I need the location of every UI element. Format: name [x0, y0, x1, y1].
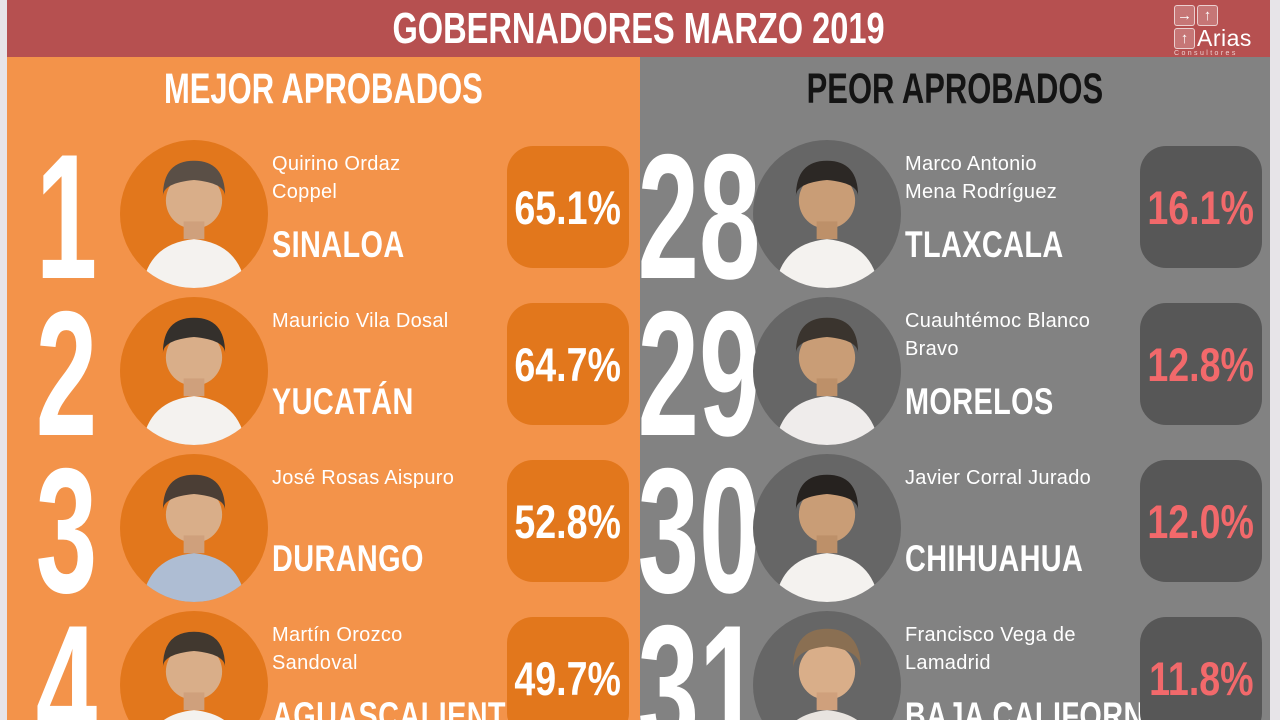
- approval-badge: 12.8%: [1140, 303, 1262, 425]
- governor-name: Marco Antonio Mena Rodríguez: [905, 153, 1058, 203]
- governor-photo: [753, 611, 901, 720]
- governor-photo: [120, 140, 268, 288]
- ranking-row: 3 José Rosas Aispuro DURANGO 52.8%: [7, 431, 640, 630]
- governor-info: Marco Antonio Mena Rodríguez TLAXCALA: [905, 138, 1140, 296]
- person-silhouette-icon: [775, 474, 879, 602]
- state-name: MORELOS: [905, 381, 1054, 422]
- person-silhouette-icon: [775, 317, 879, 445]
- governor-info: José Rosas Aispuro DURANGO: [272, 452, 507, 610]
- governor-info: Martín Orozco Sandoval AGUASCALIENTES: [272, 609, 545, 720]
- ranking-row: 4 Martín Orozco Sandoval AGUASCALIENTES …: [7, 588, 640, 720]
- state-name: SINALOA: [272, 224, 405, 265]
- ranking-row: 28 Marco Antonio Mena Rodríguez TLAXCALA…: [640, 117, 1270, 316]
- approval-badge: 49.7%: [507, 617, 629, 720]
- governor-name: Quirino Ordaz Coppel: [272, 153, 401, 203]
- state-name: BAJA CALIFORNIA: [905, 695, 1175, 720]
- logo-brand-text: Arias: [1197, 25, 1252, 51]
- state-name: YUCATÁN: [272, 381, 414, 422]
- governor-info: Cuauhtémoc Blanco Bravo MORELOS: [905, 295, 1140, 453]
- approval-badge: 52.8%: [507, 460, 629, 582]
- arrow-right-icon: →: [1174, 5, 1195, 26]
- rank-number: 4: [35, 588, 97, 720]
- rank-number: 3: [35, 431, 97, 630]
- person-silhouette-icon: [775, 160, 879, 288]
- governor-info: Javier Corral Jurado CHIHUAHUA: [905, 452, 1140, 610]
- rank-number: 31: [640, 588, 761, 720]
- approval-badge: 64.7%: [507, 303, 629, 425]
- state-name: TLAXCALA: [905, 224, 1064, 265]
- state-name: DURANGO: [272, 538, 424, 579]
- panel-mejor-aprobados: MEJOR APROBADOS 1 Quirino Ordaz Coppel S…: [7, 57, 640, 720]
- rank-number: 2: [35, 274, 97, 473]
- ranking-row: 1 Quirino Ordaz Coppel SINALOA 65.1%: [7, 117, 640, 316]
- governor-photo: [753, 140, 901, 288]
- person-silhouette-icon: [142, 160, 246, 288]
- governor-photo: [753, 297, 901, 445]
- ranking-row: 2 Mauricio Vila Dosal YUCATÁN 64.7%: [7, 274, 640, 473]
- approval-badge: 65.1%: [507, 146, 629, 268]
- rank-number: 29: [640, 274, 761, 473]
- state-name: AGUASCALIENTES: [272, 695, 546, 720]
- ranking-row: 30 Javier Corral Jurado CHIHUAHUA 12.0%: [640, 431, 1270, 630]
- approval-badge: 11.8%: [1140, 617, 1262, 720]
- ranking-row: 31 Francisco Vega de Lamadrid BAJA CALIF…: [640, 588, 1270, 720]
- governor-name: Francisco Vega de Lamadrid: [905, 624, 1076, 674]
- ranking-row: 29 Cuauhtémoc Blanco Bravo MORELOS 12.8%: [640, 274, 1270, 473]
- governor-name: Javier Corral Jurado: [905, 467, 1092, 489]
- governor-photo: [753, 454, 901, 602]
- rank-number: 28: [640, 117, 761, 316]
- person-silhouette-icon: [142, 317, 246, 445]
- infographic: GOBERNADORES MARZO 2019 → ↑ ↑ Arias Cons…: [7, 0, 1270, 720]
- governor-info: Quirino Ordaz Coppel SINALOA: [272, 138, 507, 296]
- governor-name: Martín Orozco Sandoval: [272, 624, 403, 674]
- person-silhouette-icon: [792, 628, 862, 720]
- governor-info: Francisco Vega de Lamadrid BAJA CALIFORN…: [905, 609, 1174, 720]
- panel-peor-aprobados: PEOR APROBADOS 28 Marco Antonio Mena Rod…: [640, 57, 1270, 720]
- arias-logo: → ↑ ↑ Arias Consultores: [1156, 3, 1251, 57]
- governor-photo: [120, 611, 268, 720]
- panel-title: MEJOR APROBADOS: [164, 65, 483, 113]
- arrow-up-icon: ↑: [1197, 5, 1218, 26]
- approval-badge: 16.1%: [1140, 146, 1262, 268]
- approval-badge: 12.0%: [1140, 460, 1262, 582]
- person-silhouette-icon: [162, 631, 226, 720]
- arrow-up-icon: ↑: [1174, 28, 1195, 49]
- header-bar: GOBERNADORES MARZO 2019 → ↑ ↑ Arias Cons…: [7, 0, 1270, 57]
- rank-number: 30: [640, 431, 761, 630]
- rank-number: 1: [35, 117, 97, 316]
- panel-title: PEOR APROBADOS: [806, 65, 1104, 113]
- governor-name: José Rosas Aispuro: [272, 467, 455, 489]
- governor-photo: [120, 297, 268, 445]
- governor-name: Mauricio Vila Dosal: [272, 310, 449, 332]
- person-silhouette-icon: [142, 474, 246, 602]
- governor-name: Cuauhtémoc Blanco Bravo: [905, 310, 1091, 360]
- governor-photo: [120, 454, 268, 602]
- governor-info: Mauricio Vila Dosal YUCATÁN: [272, 295, 507, 453]
- state-name: CHIHUAHUA: [905, 538, 1084, 579]
- logo-subtitle-text: Consultores: [1174, 50, 1238, 57]
- page-title: GOBERNADORES MARZO 2019: [392, 3, 885, 53]
